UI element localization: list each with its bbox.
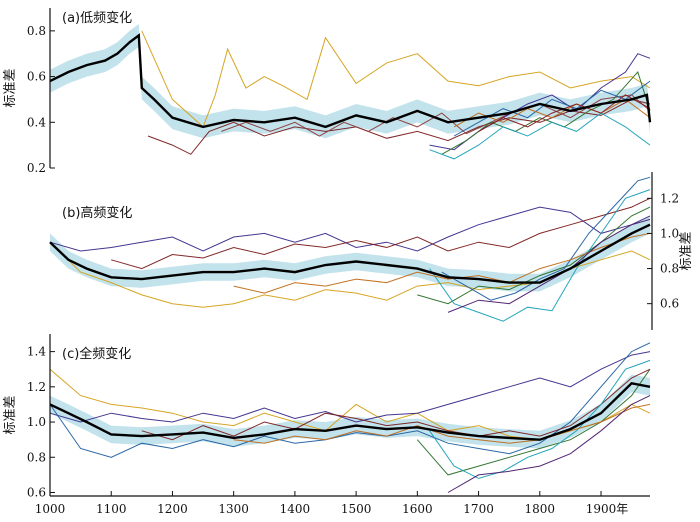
y-tick-label: 0.6	[27, 70, 46, 84]
panel-title: (b)高频变化	[62, 205, 132, 221]
x-tick-label: 1200	[157, 502, 188, 516]
mean-line	[49, 382, 651, 441]
x-tick-label: 1700	[463, 502, 494, 516]
mean-line	[49, 223, 651, 284]
uncertainty-band	[50, 24, 650, 139]
x-tick-label: 1100	[96, 502, 127, 516]
y-tick-label: 1.0	[660, 226, 679, 240]
series-line-1	[49, 351, 651, 423]
y-tick-label: 0.8	[27, 24, 46, 38]
y-tick-label: 0.6	[660, 297, 679, 311]
panel-1: 0.6 0.8 1.0 1.2 标准差 (b)高频变化	[49, 172, 694, 330]
y-axis-title: 标准差	[3, 68, 18, 107]
series-line-4	[416, 368, 651, 476]
y-axis-title: 标准差	[679, 231, 694, 270]
y-tick-label: 0.6	[27, 485, 46, 499]
series-line-3	[417, 206, 651, 305]
series-line-2	[111, 197, 651, 270]
panel-2: 0.6 0.8 1.0 1.2 1.4 标准差 (c)全频变化 1000 1100 1200 130…	[3, 334, 651, 516]
panel-title: (c)全频变化	[62, 346, 131, 362]
series-line-5	[441, 176, 651, 301]
series-line-3	[141, 368, 651, 441]
panel-0: 0.2 0.4 0.6 0.8 标准差 (a)低频变化	[3, 8, 652, 175]
y-tick-label: 1.2	[27, 380, 46, 394]
series-line-5	[429, 359, 651, 479]
x-tick-label: 1000	[35, 502, 66, 516]
x-tick-label: 1800	[525, 502, 556, 516]
x-tick-label: 1600	[402, 502, 433, 516]
series-line-6	[233, 403, 651, 444]
y-tick-label: 0.8	[660, 262, 679, 276]
y-tick-label: 1.4	[27, 345, 46, 359]
y-tick-label: 0.4	[27, 115, 46, 129]
y-tick-label: 0.2	[27, 161, 46, 175]
series-line-6	[453, 80, 651, 137]
series-line-0	[49, 206, 651, 252]
mean-line	[49, 33, 652, 129]
panel-title: (a)低频变化	[62, 10, 132, 26]
series-line-4	[429, 189, 651, 322]
series-line-7	[447, 218, 651, 313]
series-line-7	[447, 395, 651, 493]
x-tick-label: 1500	[341, 502, 372, 516]
series-line-5	[429, 112, 651, 160]
x-tick-label: 1300	[218, 502, 249, 516]
x-tick-label: 1400	[280, 502, 311, 516]
y-axis-title: 标准差	[3, 395, 18, 434]
y-tick-label: 1.0	[27, 415, 46, 429]
uncertainty-band	[50, 374, 650, 449]
series-line-2	[221, 94, 651, 137]
y-tick-label: 0.8	[27, 450, 46, 464]
x-tick-label: 1900年	[586, 502, 629, 516]
series-line-0	[141, 30, 651, 128]
y-tick-label: 1.2	[660, 191, 679, 205]
